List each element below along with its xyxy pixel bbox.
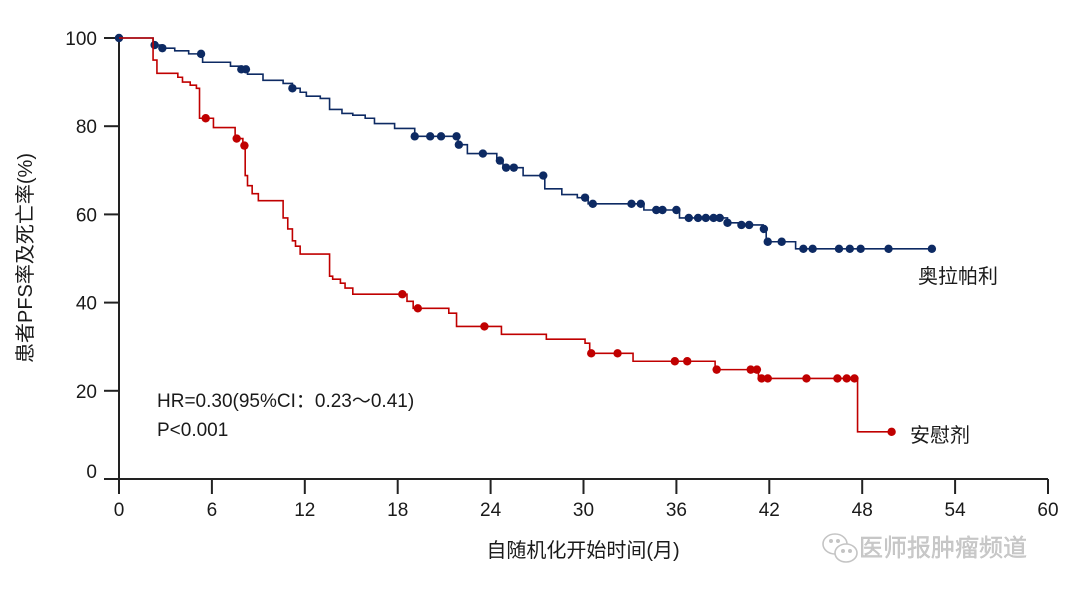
censor-mark xyxy=(850,374,859,383)
x-tick-label: 6 xyxy=(207,500,218,521)
censor-mark xyxy=(684,213,693,223)
censor-mark xyxy=(887,427,896,437)
censor-mark xyxy=(833,374,842,383)
y-tick-label: 40 xyxy=(76,294,97,315)
censor-mark xyxy=(670,357,680,366)
censor-mark xyxy=(636,199,645,209)
curves xyxy=(114,33,937,437)
y-tick-label: 80 xyxy=(76,117,97,138)
censor-mark xyxy=(658,205,667,215)
series-label-olaparib: 奥拉帕利 xyxy=(918,265,998,288)
censor-mark xyxy=(777,237,786,246)
censor-mark xyxy=(413,304,423,313)
y-tick-label: 100 xyxy=(65,29,97,50)
censor-mark xyxy=(410,132,419,141)
x-tick-label: 30 xyxy=(573,500,594,521)
censor-mark xyxy=(834,244,844,253)
censor-mark xyxy=(480,322,489,331)
x-tick-label: 42 xyxy=(759,500,780,521)
censor-mark xyxy=(150,40,159,50)
x-tick-label: 48 xyxy=(852,500,873,521)
censor-mark xyxy=(723,218,732,227)
censor-mark xyxy=(426,132,435,141)
y-tick-label: 0 xyxy=(86,462,97,483)
censor-mark xyxy=(539,171,548,180)
censor-mark xyxy=(454,140,464,149)
censor-mark xyxy=(927,244,937,253)
censor-mark xyxy=(856,244,865,253)
annotation-p: P<0.001 xyxy=(157,420,228,441)
censor-mark xyxy=(288,84,297,93)
censor-mark xyxy=(683,357,692,366)
censor-mark xyxy=(799,244,808,253)
censor-mark xyxy=(746,365,755,374)
censor-mark xyxy=(501,163,511,172)
watermark-text: 医师报肿瘤频道 xyxy=(859,535,1027,562)
censor-mark xyxy=(627,199,636,209)
x-tick-label: 24 xyxy=(480,500,502,521)
censor-mark xyxy=(580,193,590,202)
censor-mark xyxy=(196,49,206,59)
x-tick-label: 0 xyxy=(114,500,125,521)
x-tick-label: 12 xyxy=(294,500,315,521)
censor-mark xyxy=(763,374,772,383)
x-tick-label: 54 xyxy=(945,500,967,521)
censor-mark xyxy=(759,224,769,234)
series-label-placebo: 安慰剂 xyxy=(910,424,970,447)
x-axis-label: 自随机化开始时间(月) xyxy=(486,539,679,562)
censor-mark xyxy=(588,199,597,209)
censor-mark xyxy=(737,220,746,230)
censor-mark xyxy=(802,374,811,383)
censor-mark xyxy=(752,365,762,374)
censor-mark xyxy=(509,163,519,172)
censor-mark xyxy=(240,141,249,150)
annotation-hr: HR=0.30(95%CI：0.23～0.41) xyxy=(157,391,414,412)
x-tick-label: 36 xyxy=(666,500,687,521)
axes: 0 6 12 18 24 30 36 42 48 54 60 0 20 40 60 80 100 xyxy=(65,29,1058,521)
wechat-icon xyxy=(822,533,858,563)
censor-mark xyxy=(808,244,817,253)
censor-mark xyxy=(845,244,855,253)
censor-mark xyxy=(884,244,893,253)
censor-mark xyxy=(709,213,718,223)
censor-mark xyxy=(201,114,210,123)
x-tick-label: 60 xyxy=(1037,500,1058,521)
y-axis-label: 患者PFS率及死亡率(%) xyxy=(14,153,37,363)
censor-mark xyxy=(587,349,596,358)
censor-mark xyxy=(701,213,711,223)
censor-mark xyxy=(241,65,251,74)
censor-mark xyxy=(712,365,721,374)
censor-mark xyxy=(436,132,446,141)
censor-mark xyxy=(495,156,505,165)
censor-mark xyxy=(478,149,488,158)
censor-mark xyxy=(744,220,754,230)
censor-mark xyxy=(232,134,241,143)
y-tick-label: 60 xyxy=(76,205,97,226)
censor-mark xyxy=(757,374,766,383)
censor-mark xyxy=(715,213,724,223)
censor-mark xyxy=(158,43,167,53)
x-tick-label: 18 xyxy=(387,500,408,521)
censor-mark xyxy=(763,237,772,246)
censor-mark xyxy=(693,213,703,223)
censor-mark xyxy=(842,374,851,383)
series-line-placebo xyxy=(119,37,892,433)
censor-mark xyxy=(613,349,622,358)
censor-mark xyxy=(652,205,661,215)
censor-mark xyxy=(672,205,681,215)
y-tick-label: 20 xyxy=(76,382,97,403)
censor-mark xyxy=(452,132,461,141)
censor-mark xyxy=(398,290,407,299)
